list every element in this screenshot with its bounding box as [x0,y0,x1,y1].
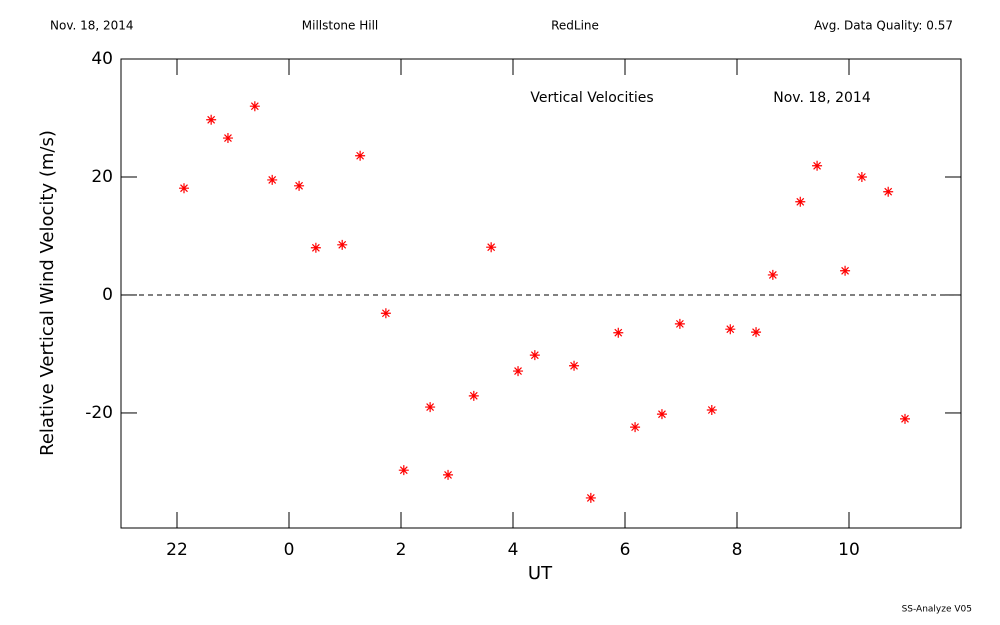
point [380,308,391,319]
footer: SS-Analyze V05 [902,605,972,615]
x-tick-label: 2 [396,540,407,560]
x-tick-label: 4 [508,540,519,560]
y-tick-label: -20 [85,403,113,423]
point [355,150,366,161]
point [613,327,624,338]
point [656,409,667,420]
point [267,174,278,185]
point [443,469,454,480]
point [751,327,762,338]
point [840,265,851,276]
point [795,196,806,207]
header-date: Nov. 18, 2014 [50,19,134,33]
point [294,180,305,191]
point [425,402,436,413]
x-axis-label: UT [528,563,553,584]
point [856,171,867,182]
point [630,422,641,433]
point [513,366,524,377]
y-tick-label: 0 [102,285,113,305]
x-tick-label: 6 [620,540,631,560]
plot-frame [120,58,962,529]
point [310,242,321,253]
point [249,101,260,112]
header-quality: Avg. Data Quality: 0.57 [814,19,953,33]
point [674,318,685,329]
point [767,269,778,280]
x-tick-label: 8 [732,540,743,560]
point [706,405,717,416]
point [222,133,233,144]
x-tick-label: 10 [838,540,860,560]
y-axis-label: Relative Vertical Wind Velocity (m/s) [37,130,58,456]
point [337,239,348,250]
point [900,413,910,424]
header-instrument: RedLine [551,19,599,33]
y-tick-label: 40 [91,49,113,69]
point [179,183,189,194]
point [569,360,580,371]
x-tick-label: 22 [166,540,188,560]
point [398,465,409,476]
point [883,186,894,197]
point [725,324,736,335]
point [206,114,217,125]
point [529,350,540,361]
point [585,492,596,503]
point [486,242,497,253]
point [468,390,479,401]
y-tick-label: 20 [91,167,113,187]
header-site: Millstone Hill [302,19,378,33]
annotation: Nov. 18, 2014 [773,90,871,106]
point [812,160,823,171]
annotation: Vertical Velocities [530,90,653,106]
x-tick-label: 0 [284,540,295,560]
